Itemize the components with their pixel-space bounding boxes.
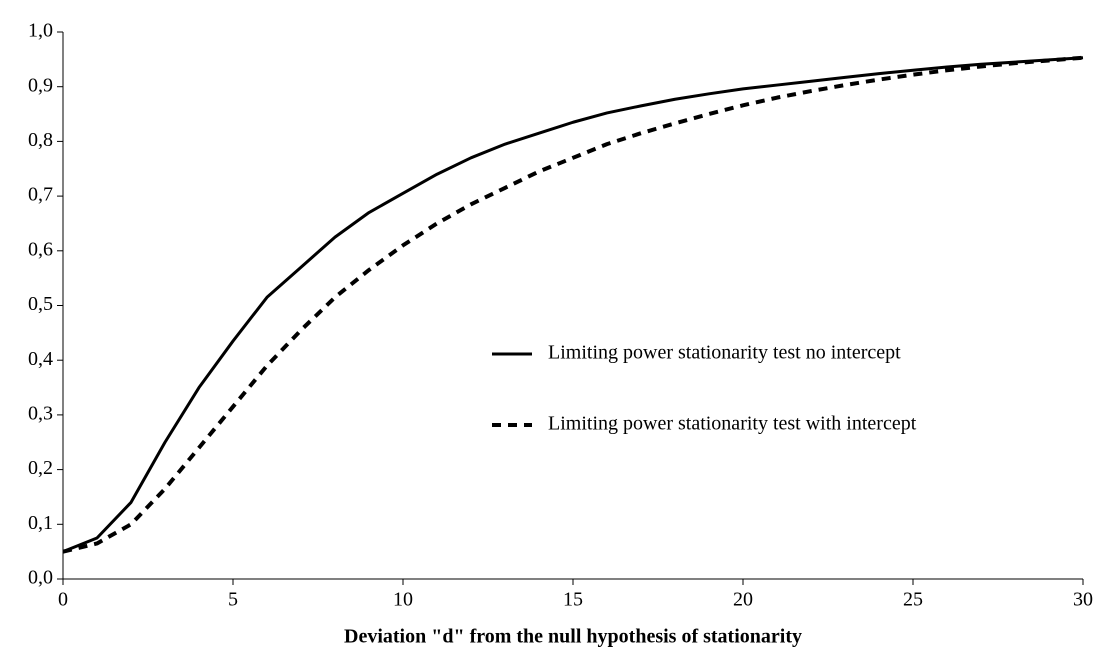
- y-tick-label: 0,9: [28, 74, 53, 96]
- x-axis-title: Deviation "d" from the null hypothesis o…: [344, 626, 802, 648]
- y-tick-label: 0,3: [28, 402, 53, 424]
- x-tick-label: 30: [1073, 589, 1093, 611]
- y-tick-label: 0,4: [28, 348, 53, 370]
- x-tick-label: 20: [733, 589, 753, 611]
- series-line: [62, 55, 1084, 554]
- y-tick-label: 1,0: [28, 20, 53, 42]
- legend-label: Limiting power stationarity test no inte…: [548, 342, 901, 364]
- y-tick-label: 0,6: [28, 238, 53, 260]
- y-tick-label: 0,8: [28, 129, 53, 151]
- y-tick-label: 0,2: [28, 457, 53, 479]
- y-tick-label: 0,7: [28, 184, 53, 206]
- y-tick-label: 0,1: [28, 512, 53, 534]
- y-tick-label: 0,5: [28, 293, 53, 315]
- y-tick-label: 0,0: [28, 567, 53, 589]
- x-tick-label: 5: [228, 589, 238, 611]
- x-tick-label: 25: [903, 589, 923, 611]
- x-tick-label: 15: [563, 589, 583, 611]
- legend-label: Limiting power stationarity test with in…: [548, 413, 917, 435]
- x-tick-label: 0: [58, 589, 68, 611]
- x-tick-label: 10: [393, 589, 413, 611]
- series-line: [62, 56, 1084, 554]
